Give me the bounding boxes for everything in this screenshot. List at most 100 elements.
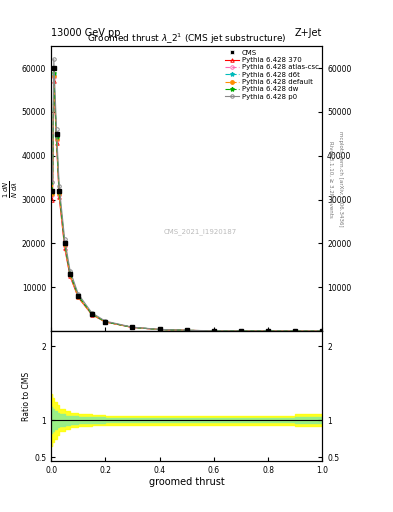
Title: Groomed thrust $\lambda$_2$^1$ (CMS jet substructure): Groomed thrust $\lambda$_2$^1$ (CMS jet … bbox=[87, 32, 286, 46]
Text: Rivet 3.1.10, ≥ 3.2M events: Rivet 3.1.10, ≥ 3.2M events bbox=[328, 141, 333, 218]
Pythia 6.428 d6t bbox=[266, 328, 270, 334]
Pythia 6.428 p0 bbox=[157, 326, 162, 332]
Pythia 6.428 p0 bbox=[239, 328, 243, 334]
Pythia 6.428 370 bbox=[54, 139, 59, 145]
Pythia 6.428 370 bbox=[239, 328, 243, 334]
Pythia 6.428 atlas-csc bbox=[157, 327, 162, 333]
Pythia 6.428 370 bbox=[76, 294, 81, 301]
Pythia 6.428 d6t bbox=[293, 328, 298, 334]
Pythia 6.428 370 bbox=[103, 319, 108, 325]
Text: mcplots.cern.ch [arXiv:1306.3436]: mcplots.cern.ch [arXiv:1306.3436] bbox=[338, 132, 343, 227]
Pythia 6.428 d6t bbox=[320, 328, 325, 334]
Pythia 6.428 default bbox=[184, 327, 189, 333]
Pythia 6.428 dw bbox=[90, 311, 94, 317]
Pythia 6.428 d6t bbox=[130, 324, 135, 330]
Pythia 6.428 p0 bbox=[130, 324, 135, 330]
Pythia 6.428 dw bbox=[239, 328, 243, 334]
Pythia 6.428 default bbox=[293, 328, 298, 334]
Text: Z+Jet: Z+Jet bbox=[295, 28, 322, 38]
Y-axis label: $\frac{1}{N}\frac{dN}{d\lambda}$: $\frac{1}{N}\frac{dN}{d\lambda}$ bbox=[2, 180, 20, 198]
Pythia 6.428 atlas-csc bbox=[184, 327, 189, 333]
Pythia 6.428 d6t bbox=[211, 328, 216, 334]
Legend: CMS, Pythia 6.428 370, Pythia 6.428 atlas-csc, Pythia 6.428 d6t, Pythia 6.428 de: CMS, Pythia 6.428 370, Pythia 6.428 atla… bbox=[224, 48, 320, 101]
Pythia 6.428 d6t bbox=[239, 328, 243, 334]
Pythia 6.428 d6t bbox=[68, 271, 72, 278]
Pythia 6.428 default bbox=[103, 319, 108, 325]
Pythia 6.428 default bbox=[320, 328, 325, 334]
Line: Pythia 6.428 370: Pythia 6.428 370 bbox=[51, 79, 324, 333]
Pythia 6.428 default bbox=[50, 191, 55, 198]
Pythia 6.428 p0 bbox=[50, 179, 55, 185]
Pythia 6.428 p0 bbox=[90, 310, 94, 316]
Pythia 6.428 default bbox=[266, 328, 270, 334]
Pythia 6.428 atlas-csc bbox=[293, 328, 298, 334]
Pythia 6.428 370 bbox=[211, 328, 216, 334]
Pythia 6.428 370 bbox=[184, 327, 189, 333]
Pythia 6.428 dw bbox=[51, 70, 56, 76]
Y-axis label: Ratio to CMS: Ratio to CMS bbox=[22, 371, 31, 420]
Line: Pythia 6.428 dw: Pythia 6.428 dw bbox=[50, 71, 324, 333]
Pythia 6.428 d6t bbox=[76, 293, 81, 299]
Pythia 6.428 atlas-csc bbox=[54, 137, 59, 143]
Pythia 6.428 370 bbox=[157, 327, 162, 333]
Pythia 6.428 370 bbox=[62, 245, 67, 251]
Pythia 6.428 atlas-csc bbox=[130, 324, 135, 330]
Pythia 6.428 dw bbox=[266, 328, 270, 334]
Pythia 6.428 p0 bbox=[76, 291, 81, 297]
Pythia 6.428 default bbox=[76, 294, 81, 300]
Pythia 6.428 p0 bbox=[184, 327, 189, 333]
Pythia 6.428 d6t bbox=[50, 190, 55, 196]
Pythia 6.428 d6t bbox=[157, 327, 162, 333]
Pythia 6.428 dw bbox=[57, 188, 62, 195]
Pythia 6.428 default bbox=[130, 325, 135, 331]
Pythia 6.428 dw bbox=[293, 328, 298, 334]
Text: CMS_2021_I1920187: CMS_2021_I1920187 bbox=[163, 228, 237, 235]
Pythia 6.428 atlas-csc bbox=[62, 243, 67, 249]
Pythia 6.428 dw bbox=[103, 318, 108, 325]
Pythia 6.428 atlas-csc bbox=[68, 272, 72, 279]
Pythia 6.428 d6t bbox=[57, 190, 62, 196]
Pythia 6.428 370 bbox=[51, 78, 56, 84]
Pythia 6.428 d6t bbox=[184, 327, 189, 333]
Pythia 6.428 p0 bbox=[57, 183, 62, 189]
Pythia 6.428 370 bbox=[320, 328, 325, 334]
Pythia 6.428 dw bbox=[130, 324, 135, 330]
Pythia 6.428 370 bbox=[90, 311, 94, 317]
Line: Pythia 6.428 d6t: Pythia 6.428 d6t bbox=[50, 73, 324, 333]
Pythia 6.428 p0 bbox=[62, 236, 67, 242]
Pythia 6.428 dw bbox=[157, 327, 162, 333]
Pythia 6.428 dw bbox=[184, 327, 189, 333]
Pythia 6.428 atlas-csc bbox=[50, 192, 55, 198]
Pythia 6.428 d6t bbox=[62, 241, 67, 247]
Pythia 6.428 default bbox=[211, 328, 216, 334]
Pythia 6.428 dw bbox=[62, 240, 67, 246]
Pythia 6.428 atlas-csc bbox=[266, 328, 270, 334]
Pythia 6.428 default bbox=[68, 272, 72, 278]
Pythia 6.428 atlas-csc bbox=[239, 328, 243, 334]
Pythia 6.428 370 bbox=[68, 273, 72, 280]
Pythia 6.428 370 bbox=[293, 328, 298, 334]
Line: Pythia 6.428 default: Pythia 6.428 default bbox=[51, 74, 324, 333]
Pythia 6.428 atlas-csc bbox=[211, 328, 216, 334]
Pythia 6.428 default bbox=[239, 328, 243, 334]
Pythia 6.428 dw bbox=[50, 188, 55, 195]
Line: Pythia 6.428 atlas-csc: Pythia 6.428 atlas-csc bbox=[51, 75, 324, 333]
Text: 13000 GeV pp: 13000 GeV pp bbox=[51, 28, 121, 38]
Pythia 6.428 atlas-csc bbox=[103, 319, 108, 325]
Pythia 6.428 p0 bbox=[68, 268, 72, 274]
X-axis label: groomed thrust: groomed thrust bbox=[149, 477, 224, 487]
Pythia 6.428 atlas-csc bbox=[90, 311, 94, 317]
Pythia 6.428 p0 bbox=[293, 328, 298, 334]
Pythia 6.428 dw bbox=[76, 292, 81, 298]
Pythia 6.428 default bbox=[51, 73, 56, 79]
Line: Pythia 6.428 p0: Pythia 6.428 p0 bbox=[51, 57, 324, 333]
Pythia 6.428 atlas-csc bbox=[76, 294, 81, 300]
Pythia 6.428 370 bbox=[50, 197, 55, 203]
Pythia 6.428 dw bbox=[68, 270, 72, 276]
Pythia 6.428 atlas-csc bbox=[51, 74, 56, 80]
Pythia 6.428 default bbox=[157, 327, 162, 333]
Pythia 6.428 dw bbox=[54, 134, 59, 140]
Pythia 6.428 default bbox=[90, 311, 94, 317]
Pythia 6.428 default bbox=[62, 242, 67, 248]
Pythia 6.428 d6t bbox=[51, 72, 56, 78]
